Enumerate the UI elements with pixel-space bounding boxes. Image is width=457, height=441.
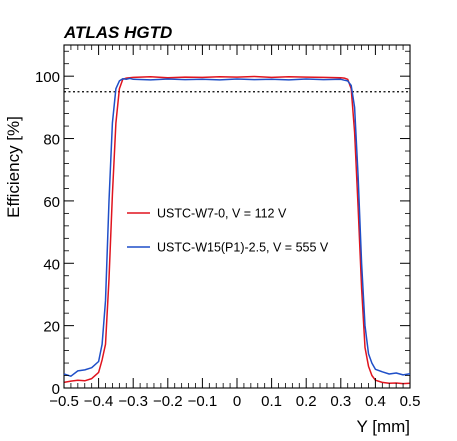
- plot-area: [63, 44, 411, 389]
- legend-label-red: USTC-W7-0, V = 112 V: [157, 207, 287, 221]
- x-tick-label: 0: [233, 393, 241, 410]
- y-tick-label: 100: [35, 69, 60, 86]
- legend-label-blue: USTC-W15(P1)-2.5, V = 555 V: [157, 241, 329, 255]
- series-line-red: [63, 75, 411, 385]
- series-layer: [63, 75, 411, 385]
- chart-header: ATLAS HGTD: [63, 23, 172, 42]
- y-tick-label: 0: [52, 381, 60, 398]
- x-tick-label: −0.1: [188, 393, 218, 410]
- series-line-blue: [63, 77, 411, 377]
- x-tick-label: 0.2: [296, 393, 317, 410]
- x-tick-label: −0.3: [118, 393, 148, 410]
- x-tick-label: 0.4: [365, 393, 386, 410]
- x-tick-label: 0.5: [400, 393, 421, 410]
- y-tick-label: 40: [43, 256, 60, 273]
- x-tick-label: 0.3: [330, 393, 351, 410]
- x-tick-label: 0.1: [261, 393, 282, 410]
- y-tick-label: 80: [43, 132, 60, 149]
- x-tick-label: −0.2: [153, 393, 183, 410]
- y-tick-label: 20: [43, 319, 60, 336]
- y-axis-tick-labels: 0 20 40 60 80 100: [35, 69, 60, 398]
- x-tick-label: −0.4: [84, 393, 114, 410]
- legend: USTC-W7-0, V = 112 V USTC-W15(P1)-2.5, V…: [127, 207, 329, 255]
- y-tick-label: 60: [43, 194, 60, 211]
- x-tick-label: −0.5: [49, 393, 79, 410]
- x-axis-tick-labels: −0.5 −0.4 −0.3 −0.2 −0.1 0 0.1 0.2 0.3 0.4 0.5: [49, 393, 420, 410]
- y-axis-title: Efficiency [%]: [4, 116, 23, 218]
- x-axis-title: Y [mm]: [356, 417, 410, 436]
- x-axis-ticks: [63, 45, 411, 388]
- y-axis-ticks: [64, 50, 410, 389]
